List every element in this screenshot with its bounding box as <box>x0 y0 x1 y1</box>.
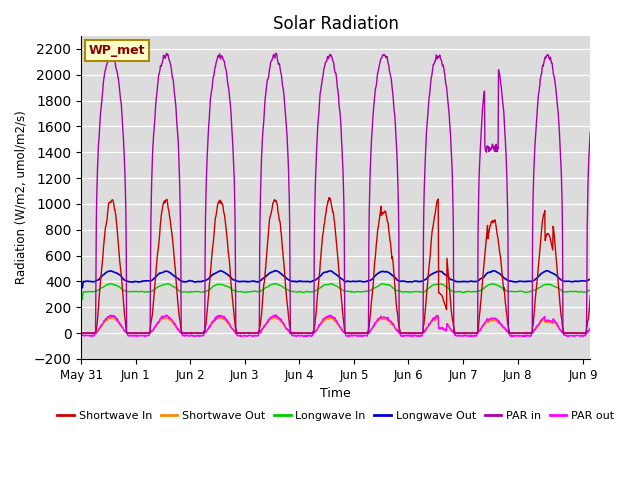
Longwave In <box>248 289 255 295</box>
Longwave In <box>533 286 541 292</box>
PAR in <box>401 330 409 336</box>
Shortwave In <box>77 330 85 336</box>
Line: PAR in: PAR in <box>81 53 590 333</box>
Title: Solar Radiation: Solar Radiation <box>273 15 399 33</box>
Text: WP_met: WP_met <box>89 44 145 57</box>
PAR out <box>456 333 464 338</box>
X-axis label: Time: Time <box>321 387 351 400</box>
Longwave Out <box>376 269 384 275</box>
PAR out <box>402 333 410 338</box>
Shortwave In <box>586 293 594 299</box>
PAR out <box>141 334 149 340</box>
PAR out <box>77 332 85 338</box>
Shortwave Out <box>456 330 464 336</box>
Shortwave Out <box>248 330 255 336</box>
PAR in <box>456 330 464 336</box>
Shortwave Out <box>534 324 541 329</box>
Shortwave In <box>456 330 464 336</box>
PAR out <box>272 312 280 318</box>
Shortwave Out <box>273 314 280 320</box>
Longwave Out <box>77 285 85 291</box>
Longwave Out <box>248 278 255 284</box>
Line: Longwave In: Longwave In <box>81 284 590 300</box>
Longwave In <box>401 289 409 295</box>
Shortwave In <box>325 195 333 201</box>
Shortwave In <box>533 277 541 283</box>
Line: Shortwave In: Shortwave In <box>81 198 590 333</box>
Shortwave In <box>401 330 409 336</box>
PAR out <box>376 315 384 321</box>
Longwave Out <box>401 278 409 284</box>
Longwave In <box>376 282 384 288</box>
PAR in <box>376 60 384 66</box>
Longwave In <box>586 287 594 293</box>
Longwave Out <box>456 279 464 285</box>
Longwave Out <box>273 268 280 274</box>
Longwave Out <box>586 276 594 282</box>
Longwave In <box>456 288 464 294</box>
Line: Longwave Out: Longwave Out <box>81 271 590 288</box>
PAR out <box>188 333 196 339</box>
PAR in <box>586 130 594 135</box>
Shortwave Out <box>78 330 86 336</box>
PAR in <box>248 330 255 336</box>
PAR in <box>533 107 541 112</box>
PAR in <box>272 50 280 56</box>
Shortwave Out <box>376 316 384 322</box>
Longwave Out <box>533 275 541 281</box>
Longwave In <box>77 297 85 302</box>
Shortwave In <box>188 330 195 336</box>
PAR in <box>77 330 85 336</box>
PAR out <box>586 325 594 331</box>
Line: PAR out: PAR out <box>81 315 590 337</box>
Shortwave Out <box>188 330 196 336</box>
Shortwave In <box>376 212 384 218</box>
Y-axis label: Radiation (W/m2, umol/m2/s): Radiation (W/m2, umol/m2/s) <box>15 110 28 284</box>
Longwave In <box>271 281 278 287</box>
Longwave In <box>188 289 195 295</box>
PAR out <box>534 323 541 328</box>
Legend: Shortwave In, Shortwave Out, Longwave In, Longwave Out, PAR in, PAR out: Shortwave In, Shortwave Out, Longwave In… <box>53 407 618 425</box>
PAR out <box>248 334 255 339</box>
PAR in <box>188 330 195 336</box>
Longwave Out <box>188 278 195 284</box>
Shortwave In <box>248 330 255 336</box>
Shortwave Out <box>402 330 410 336</box>
Line: Shortwave Out: Shortwave Out <box>81 317 590 333</box>
Shortwave Out <box>77 330 85 336</box>
Shortwave Out <box>586 326 594 332</box>
